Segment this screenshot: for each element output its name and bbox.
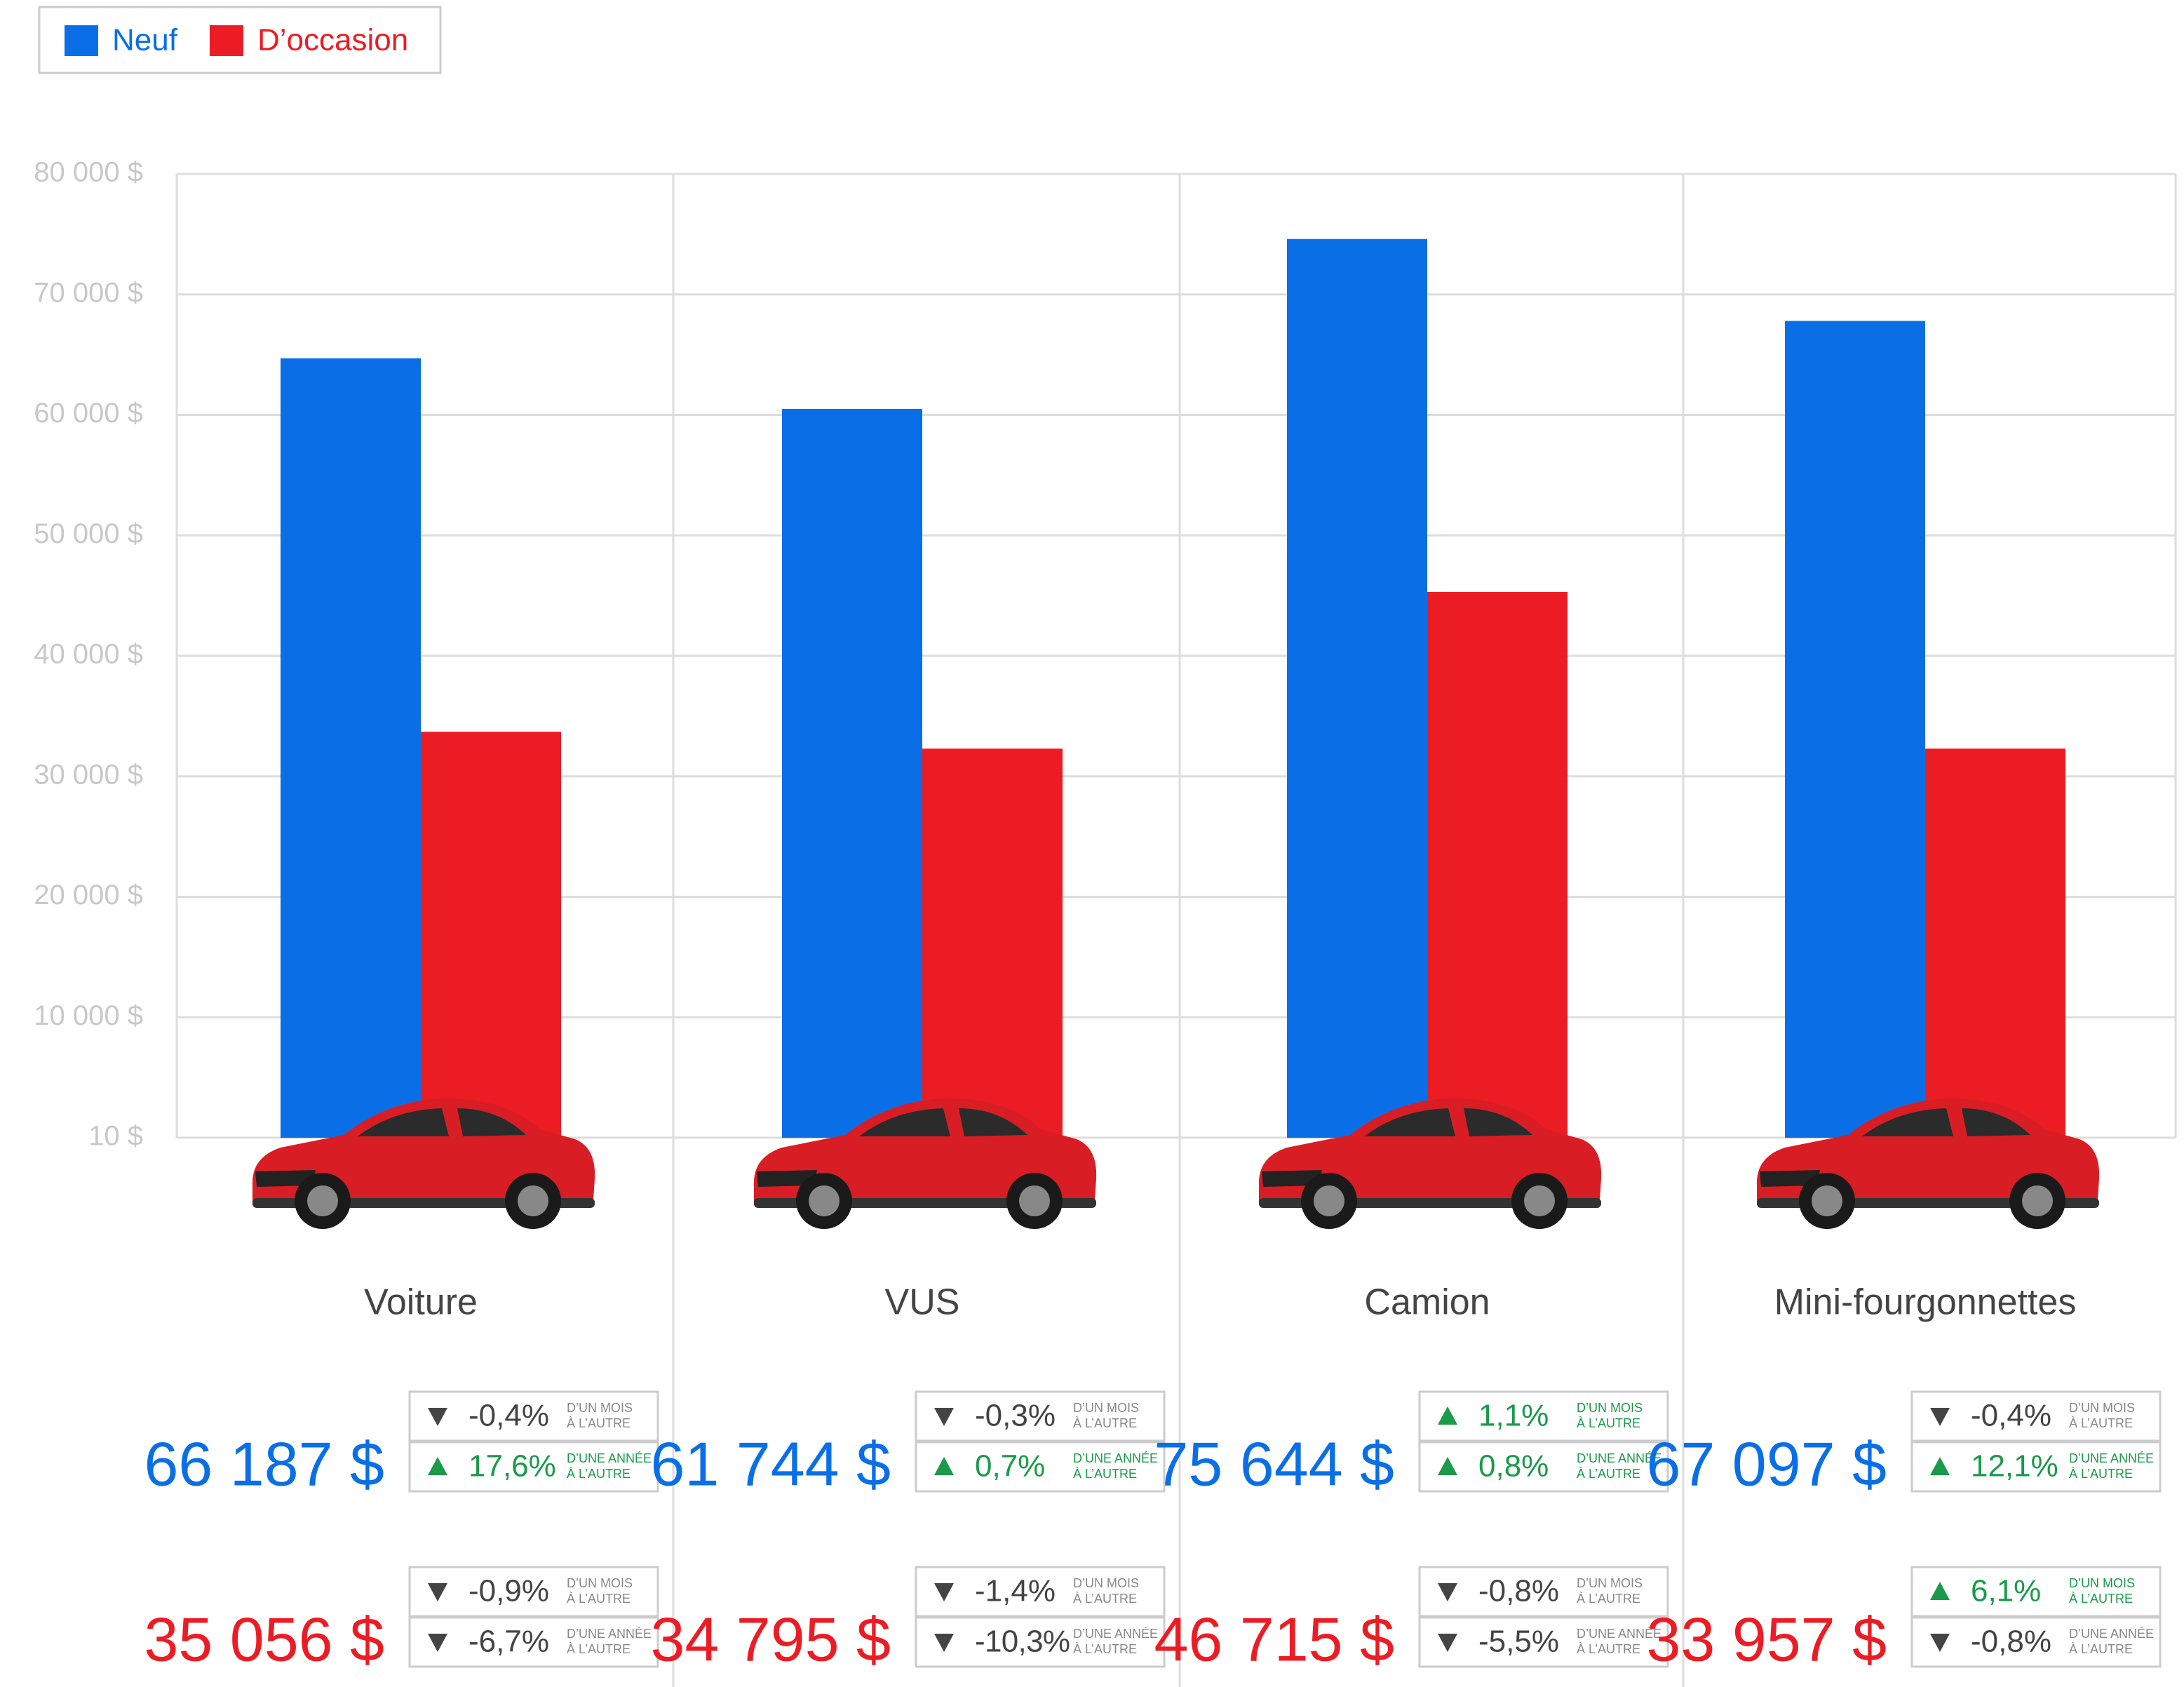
price-used: 34 795 $ — [650, 1604, 891, 1674]
y-tick-label: 10 000 $ — [34, 1000, 143, 1031]
change-label: À L’AUTRE — [2069, 1416, 2133, 1430]
change-value: -0,4% — [469, 1399, 549, 1433]
change-label: D’UNE ANNÉE — [567, 1451, 652, 1465]
change-label: D’UN MOIS — [1577, 1576, 1643, 1590]
change-value: -0,3% — [975, 1399, 1056, 1433]
change-value: 6,1% — [1971, 1574, 2041, 1608]
legend-label: D’occasion — [257, 23, 408, 58]
change-label: À L’AUTRE — [567, 1642, 631, 1656]
change-label: À L’AUTRE — [567, 1416, 631, 1430]
price-used: 33 957 $ — [1646, 1604, 1887, 1674]
y-tick-label: 70 000 $ — [34, 277, 143, 308]
bar — [1427, 592, 1568, 1138]
bar — [1925, 748, 2065, 1138]
y-tick-label: 40 000 $ — [34, 639, 143, 670]
change-value: -6,7% — [469, 1625, 549, 1659]
price-used: 46 715 $ — [1154, 1604, 1394, 1674]
change-label: À L’AUTRE — [1577, 1592, 1640, 1606]
change-label: D’UN MOIS — [2069, 1401, 2135, 1415]
change-value: -5,5% — [1478, 1625, 1559, 1659]
price-used: 35 056 $ — [144, 1604, 384, 1674]
price-new: 67 097 $ — [1646, 1429, 1887, 1498]
bar — [922, 748, 1063, 1138]
change-value: -0,8% — [1478, 1574, 1559, 1608]
change-label: À L’AUTRE — [567, 1467, 631, 1481]
change-label: À L’AUTRE — [2069, 1642, 2133, 1656]
change-value: 0,7% — [975, 1449, 1045, 1484]
price-new: 75 644 $ — [1154, 1429, 1394, 1498]
chart: 10 $ 10 000 $ 20 000 $ 30 000 $ 40 000 $ 50 0… — [0, 0, 2184, 1687]
legend-swatch — [210, 25, 243, 56]
y-tick-label: 10 $ — [88, 1120, 143, 1151]
change-label: À L’AUTRE — [1577, 1642, 1640, 1656]
category-label: VUS — [885, 1282, 960, 1323]
change-value: 17,6% — [469, 1449, 556, 1484]
y-tick-label: 50 000 $ — [34, 518, 143, 549]
category-label: Mini-fourgonnettes — [1774, 1282, 2077, 1323]
change-label: D’UNE ANNÉE — [567, 1627, 652, 1641]
change-value: -0,4% — [1971, 1399, 2051, 1433]
change-label: D’UN MOIS — [1577, 1401, 1643, 1415]
change-value: -0,8% — [1971, 1625, 2051, 1659]
bar — [1287, 239, 1427, 1138]
price-new: 66 187 $ — [144, 1429, 384, 1498]
change-value: -10,3% — [975, 1625, 1070, 1659]
page: {"chart_data": { "type": "bar", "categor… — [0, 0, 2184, 1687]
change-label: D’UN MOIS — [567, 1401, 633, 1415]
change-label: À L’AUTRE — [2069, 1592, 2133, 1606]
legend-label: Neuf — [112, 23, 178, 58]
bar — [421, 732, 561, 1138]
change-value: -0,9% — [469, 1574, 549, 1608]
change-label: D’UNE ANNÉE — [1073, 1451, 1158, 1465]
change-label: D’UNE ANNÉE — [2069, 1627, 2154, 1641]
change-label: À L’AUTRE — [567, 1592, 631, 1606]
category-label: Camion — [1364, 1282, 1490, 1323]
y-tick-label: 30 000 $ — [34, 759, 143, 790]
change-value: 12,1% — [1971, 1449, 2058, 1484]
y-tick-label: 20 000 $ — [34, 880, 143, 910]
change-value: 1,1% — [1478, 1399, 1549, 1433]
change-label: À L’AUTRE — [1073, 1467, 1137, 1481]
price-new: 61 744 $ — [650, 1429, 891, 1498]
change-label: D’UNE ANNÉE — [2069, 1451, 2154, 1465]
change-label: D’UN MOIS — [1073, 1401, 1139, 1415]
y-tick-label: 60 000 $ — [34, 398, 143, 429]
change-label: À L’AUTRE — [1577, 1467, 1640, 1481]
change-label: À L’AUTRE — [1073, 1416, 1137, 1430]
bar — [1785, 321, 1925, 1138]
change-label: À L’AUTRE — [2069, 1467, 2133, 1481]
change-label: D’UN MOIS — [2069, 1576, 2135, 1590]
change-value: 0,8% — [1478, 1449, 1549, 1484]
bar — [281, 358, 421, 1138]
category-label: Voiture — [364, 1282, 478, 1323]
legend-swatch — [65, 25, 98, 56]
change-label: D’UN MOIS — [1073, 1576, 1139, 1590]
bar — [782, 409, 922, 1138]
y-tick-label: 80 000 $ — [34, 157, 143, 188]
change-value: -1,4% — [975, 1574, 1056, 1608]
change-label: À L’AUTRE — [1577, 1416, 1640, 1430]
change-label: À L’AUTRE — [1073, 1592, 1137, 1606]
change-label: D’UN MOIS — [567, 1576, 633, 1590]
change-label: D’UNE ANNÉE — [1073, 1627, 1158, 1641]
change-label: À L’AUTRE — [1073, 1642, 1137, 1656]
